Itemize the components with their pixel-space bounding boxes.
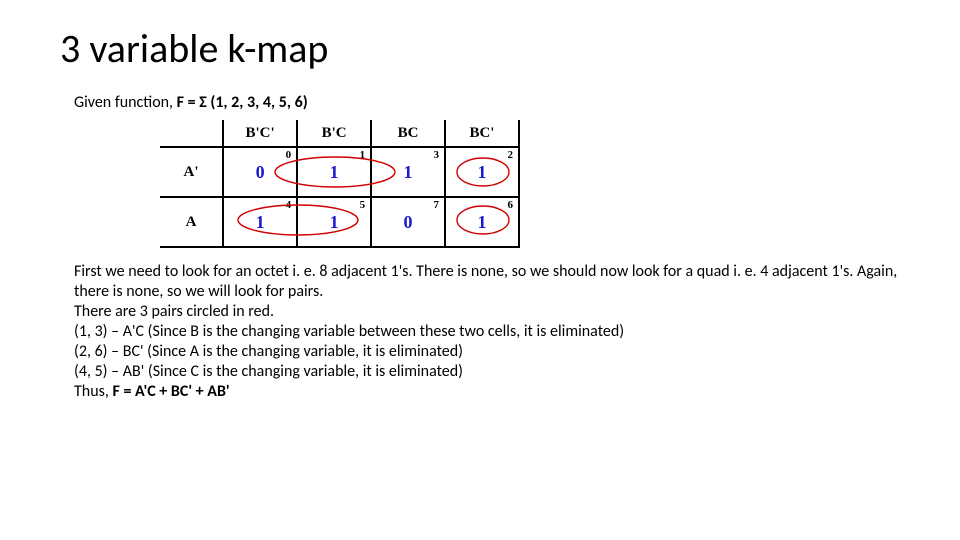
- kmap-value: 0: [404, 212, 413, 232]
- body-p6: Thus, F = A'C + BC' + AB': [74, 382, 900, 402]
- kmap-cell: 51: [297, 197, 371, 247]
- kmap-value: 1: [477, 162, 486, 182]
- kmap-value: 1: [404, 162, 413, 182]
- body-p2: There are 3 pairs circled in red.: [74, 302, 900, 322]
- kmap-index: 2: [508, 149, 514, 161]
- kmap-corner: [160, 120, 223, 147]
- kmap-cell: 31: [371, 147, 445, 197]
- kmap-index: 1: [360, 149, 366, 161]
- body-p6-result: F = A'C + BC' + AB': [112, 382, 229, 401]
- kmap-table: B'C' B'C BC BC' A' 00 11 31 21 A 41 51 7…: [160, 120, 520, 248]
- kmap-col-header: B'C': [223, 120, 297, 147]
- kmap-value: 1: [330, 162, 339, 182]
- kmap-figure: B'C' B'C BC BC' A' 00 11 31 21 A 41 51 7…: [160, 120, 520, 248]
- body-p6-prefix: Thus,: [74, 382, 112, 401]
- kmap-value: 0: [256, 162, 265, 182]
- kmap-cell: 70: [371, 197, 445, 247]
- kmap-value: 1: [330, 212, 339, 232]
- given-expression: F = Σ (1, 2, 3, 4, 5, 6): [177, 93, 308, 112]
- kmap-index: 0: [286, 149, 292, 161]
- body-p1: First we need to look for an octet i. e.…: [74, 262, 900, 302]
- kmap-row-header: A: [160, 197, 223, 247]
- kmap-value: 1: [477, 212, 486, 232]
- kmap-col-header: BC': [445, 120, 519, 147]
- kmap-cell: 41: [223, 197, 297, 247]
- body-p5: (4, 5) – AB' (Since C is the changing va…: [74, 362, 900, 382]
- kmap-index: 6: [508, 199, 514, 211]
- kmap-value: 1: [256, 212, 265, 232]
- kmap-index: 4: [286, 199, 292, 211]
- body-p3: (1, 3) – A'C (Since B is the changing va…: [74, 322, 900, 342]
- kmap-index: 3: [433, 149, 439, 161]
- kmap-row-header: A': [160, 147, 223, 197]
- kmap-col-header: B'C: [297, 120, 371, 147]
- body-p4: (2, 6) – BC' (Since A is the changing va…: [74, 342, 900, 362]
- given-function: Given function, F = Σ (1, 2, 3, 4, 5, 6): [74, 93, 900, 112]
- kmap-cell: 00: [223, 147, 297, 197]
- kmap-col-header: BC: [371, 120, 445, 147]
- page-title: 3 variable k-map: [60, 24, 900, 73]
- body-text: First we need to look for an octet i. e.…: [74, 262, 900, 402]
- kmap-cell: 11: [297, 147, 371, 197]
- given-prefix: Given function,: [74, 93, 177, 112]
- kmap-index: 5: [360, 199, 366, 211]
- kmap-cell: 61: [445, 197, 519, 247]
- kmap-index: 7: [433, 199, 439, 211]
- kmap-cell: 21: [445, 147, 519, 197]
